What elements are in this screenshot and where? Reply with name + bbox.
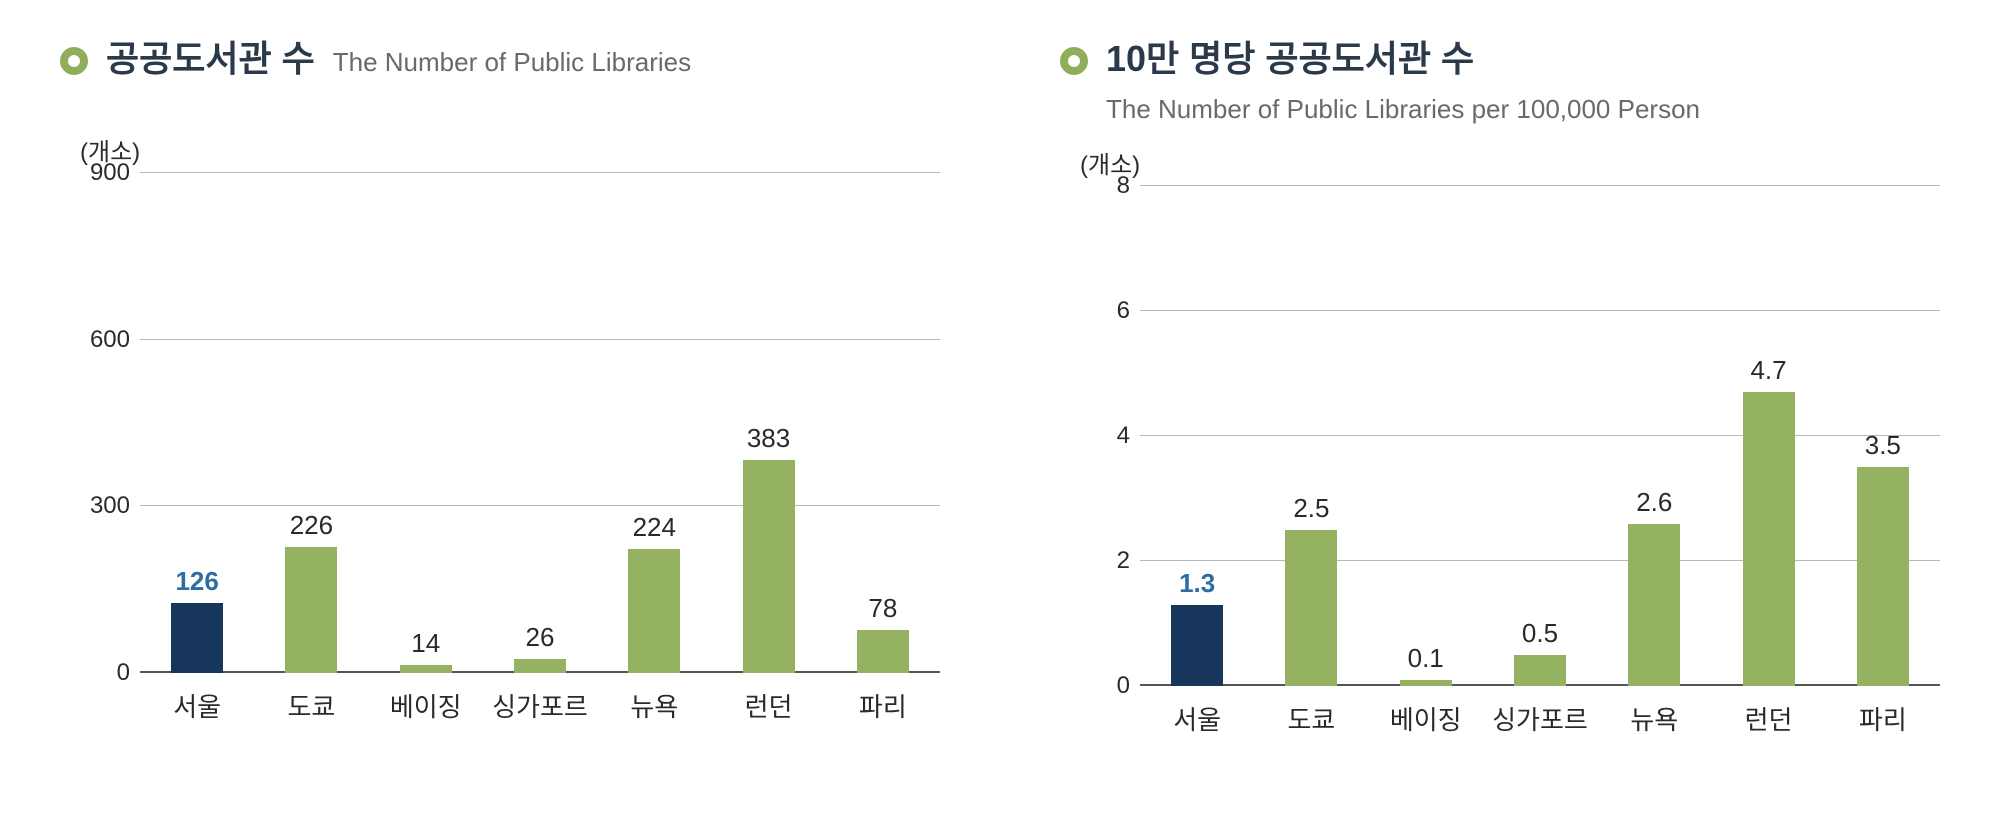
chart-left-xlabels: 서울도쿄베이징싱가포르뉴욕런던파리 [140,687,940,724]
bar-group: 2.5 [1254,493,1368,686]
bar-group: 0.5 [1483,618,1597,686]
chart-right-plot: 024681.32.50.10.52.64.73.5 [1080,186,1940,686]
bar-group: 1.3 [1140,568,1254,686]
x-label: 싱가포르 [483,687,597,724]
bar-group: 78 [826,593,940,673]
bar-value: 0.1 [1408,643,1444,674]
y-tick: 300 [80,492,130,520]
bar-value: 78 [868,593,897,624]
bar-group: 226 [254,510,368,673]
x-label: 베이징 [369,687,483,724]
bar [743,460,795,673]
bar [1285,530,1337,686]
bar [628,549,680,673]
bar [1171,605,1223,686]
chart-left-title-row: 공공도서관 수 The Number of Public Libraries [60,30,940,82]
x-label: 서울 [1140,700,1254,737]
y-tick: 900 [80,159,130,187]
bars-row: 126 226 14 26 224 383 78 [140,173,940,673]
bar-value: 226 [290,510,333,541]
x-label: 도쿄 [1254,700,1368,737]
x-label: 서울 [140,687,254,724]
bar-group: 4.7 [1711,355,1825,686]
bar [285,547,337,673]
bar-group: 14 [369,628,483,673]
y-tick: 0 [1080,672,1130,700]
bar-group: 2.6 [1597,487,1711,687]
chart-right-title-ko: 10만 명당 공공도서관 수 [1106,30,1474,82]
x-label: 베이징 [1369,700,1483,737]
chart-right-title-row: 10만 명당 공공도서관 수 [1060,30,1940,82]
y-tick: 600 [80,326,130,354]
bar-value: 383 [747,423,790,454]
bar-group: 383 [711,423,825,673]
bar [400,665,452,673]
y-tick: 6 [1080,297,1130,325]
x-label: 싱가포르 [1483,700,1597,737]
chart-left: 공공도서관 수 The Number of Public Libraries (… [60,30,940,799]
bar-value: 0.5 [1522,618,1558,649]
chart-right: 10만 명당 공공도서관 수 The Number of Public Libr… [1060,30,1940,799]
bar-group: 126 [140,566,254,673]
bar-group: 224 [597,512,711,673]
bullet-icon [1060,47,1088,75]
bar [1514,655,1566,686]
x-label: 런던 [711,687,825,724]
bar-value: 224 [633,512,676,543]
chart-right-unit: (개소) [1080,145,1940,180]
bar-value: 2.6 [1636,487,1672,518]
y-tick: 0 [80,659,130,687]
bar [1400,680,1452,686]
bar-value: 4.7 [1750,355,1786,386]
chart-left-title-en: The Number of Public Libraries [333,47,691,78]
y-tick: 2 [1080,547,1130,575]
chart-right-title-en: The Number of Public Libraries per 100,0… [1106,94,1940,125]
bar-group: 0.1 [1369,643,1483,686]
bar [857,630,909,673]
x-label: 파리 [826,687,940,724]
y-tick: 4 [1080,422,1130,450]
bar [514,659,566,673]
chart-left-plot: 0300600900126226142622438378 [80,173,940,673]
bar-value: 2.5 [1293,493,1329,524]
bar-value: 26 [526,622,555,653]
y-tick: 8 [1080,172,1130,200]
bar [171,603,223,673]
bar [1743,392,1795,686]
bar-value: 14 [411,628,440,659]
chart-right-xlabels: 서울도쿄베이징싱가포르뉴욕런던파리 [1140,700,1940,737]
x-label: 런던 [1711,700,1825,737]
bar [1857,467,1909,686]
bars-row: 1.3 2.5 0.1 0.5 2.6 4.7 3.5 [1140,186,1940,686]
x-label: 파리 [1826,700,1940,737]
chart-left-title-ko: 공공도서관 수 [106,30,315,82]
bar-value: 3.5 [1865,430,1901,461]
bar-group: 26 [483,622,597,673]
bullet-icon [60,47,88,75]
bar-value: 1.3 [1179,568,1215,599]
bar [1628,524,1680,687]
x-label: 도쿄 [254,687,368,724]
bar-value: 126 [175,566,218,597]
x-label: 뉴욕 [1597,700,1711,737]
bar-group: 3.5 [1826,430,1940,686]
chart-left-unit: (개소) [80,132,940,167]
x-label: 뉴욕 [597,687,711,724]
